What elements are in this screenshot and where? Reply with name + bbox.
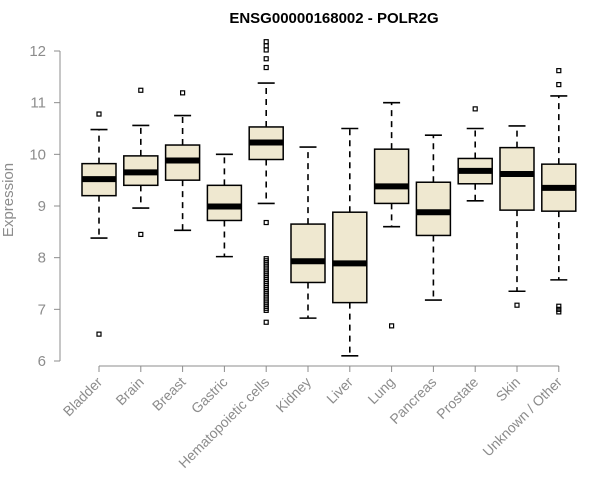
box-group bbox=[290, 146, 326, 319]
outlier-point bbox=[472, 106, 478, 112]
x-tick-label: Liver bbox=[323, 374, 356, 407]
outlier-point bbox=[556, 309, 562, 315]
x-tick-label: Breast bbox=[149, 374, 189, 414]
y-tick-label: 12 bbox=[29, 43, 46, 60]
outlier-point bbox=[96, 111, 102, 117]
chart-title: ENSG00000168002 - POLR2G bbox=[229, 10, 438, 27]
iqr-box bbox=[290, 223, 326, 284]
box-group bbox=[123, 87, 159, 238]
outlier-point bbox=[138, 231, 144, 238]
y-axis: 6 7 8 9 10 11 12 bbox=[29, 43, 61, 370]
outlier-point bbox=[180, 90, 186, 96]
x-tick-label: Lung bbox=[364, 374, 397, 407]
y-tick-label: 7 bbox=[38, 301, 46, 318]
outlier-point bbox=[263, 319, 269, 325]
y-tick-label: 6 bbox=[38, 353, 46, 370]
box-group bbox=[499, 125, 535, 308]
outlier-point bbox=[556, 68, 562, 74]
x-tick-label: Skin bbox=[493, 374, 524, 405]
outlier-point bbox=[263, 43, 269, 49]
box-group bbox=[541, 68, 577, 315]
box-group bbox=[81, 111, 117, 337]
box-group bbox=[457, 106, 493, 202]
y-tick-label: 9 bbox=[38, 198, 46, 215]
outlier-point bbox=[263, 47, 269, 53]
outlier-point bbox=[514, 302, 520, 308]
plot-area bbox=[81, 39, 577, 357]
x-tick-label: Unknown / Other bbox=[479, 374, 565, 460]
x-tick-label: Prostate bbox=[433, 374, 481, 422]
outlier-point bbox=[556, 303, 562, 309]
iqr-box bbox=[415, 181, 452, 237]
outlier-point bbox=[556, 81, 562, 88]
iqr-box bbox=[206, 184, 243, 222]
outlier-point bbox=[96, 331, 102, 337]
box-group bbox=[164, 90, 201, 232]
outlier-point bbox=[263, 307, 269, 313]
x-tick-label: Bladder bbox=[60, 374, 106, 420]
y-tick-label: 8 bbox=[38, 250, 46, 267]
y-tick-label: 10 bbox=[29, 146, 46, 163]
outlier-point bbox=[138, 87, 144, 93]
box-group bbox=[248, 39, 284, 325]
outlier-point bbox=[389, 323, 395, 329]
box-group bbox=[206, 153, 243, 258]
outlier-point bbox=[263, 219, 269, 226]
iqr-box bbox=[332, 211, 368, 304]
box-group bbox=[332, 127, 368, 357]
outlier-point bbox=[263, 64, 269, 71]
y-axis-label: Expression bbox=[0, 163, 17, 237]
box-group bbox=[373, 101, 410, 329]
box-group bbox=[415, 134, 452, 301]
x-tick-label: Kidney bbox=[273, 374, 315, 416]
y-tick-label: 11 bbox=[30, 95, 46, 112]
outlier-point bbox=[263, 39, 269, 45]
x-tick-label: Brain bbox=[112, 374, 146, 408]
iqr-box bbox=[373, 148, 410, 205]
outlier-point bbox=[263, 56, 269, 62]
iqr-box bbox=[499, 146, 535, 211]
